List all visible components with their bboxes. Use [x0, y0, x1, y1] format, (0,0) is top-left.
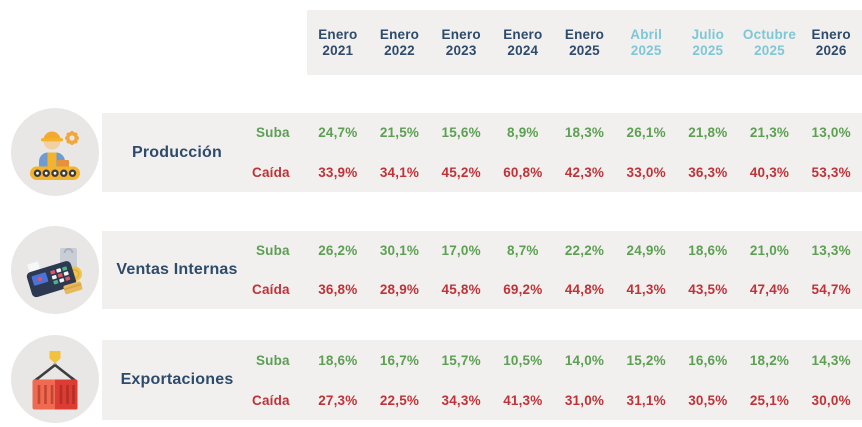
column-header-enero-2025: Enero 2025 — [564, 26, 605, 58]
value-cell-down: 30,5% — [688, 392, 728, 408]
value-cell-down: 33,0% — [626, 164, 666, 180]
row-labels: Suba Caída — [252, 340, 307, 420]
value-cell-down: 27,3% — [318, 392, 358, 408]
value-cell-up: 30,1% — [379, 243, 420, 258]
value-cell-up: 10,5% — [503, 352, 543, 368]
value-cell-down: 60,8% — [503, 164, 543, 180]
suba-label: Suba — [255, 125, 290, 141]
caida-label: Caída — [252, 282, 290, 297]
column-header-enero-2022: Enero 2022 — [379, 26, 420, 58]
value-cell-up: 8,9% — [507, 125, 539, 141]
value-cell-down: 43,5% — [688, 282, 728, 297]
section-panel: Producción Suba Caída 24,7% 21,5% 15,6% 8,9… — [102, 113, 862, 192]
value-cell-up: 15,7% — [441, 352, 481, 368]
section-produccion: Producción Suba Caída 24,7% 21,5% 15,6% 8,9… — [0, 108, 862, 196]
value-cell-down: 36,8% — [318, 282, 358, 297]
value-cell-up: 8,7% — [507, 243, 539, 258]
value-cell-up: 22,2% — [564, 243, 605, 258]
row-labels: Suba Caída — [252, 113, 307, 192]
value-cell-up: 18,3% — [564, 125, 605, 141]
column-header-abril-2025: Abril 2025 — [630, 26, 663, 58]
caida-label: Caída — [252, 392, 290, 408]
value-cell-down: 34,3% — [441, 392, 481, 408]
value-cell-up: 16,7% — [379, 352, 420, 368]
value-cell-down: 41,3% — [503, 392, 543, 408]
value-cell-down: 41,3% — [626, 282, 666, 297]
value-cell-down: 42,3% — [564, 164, 605, 180]
value-cell-up: 13,3% — [811, 243, 851, 258]
value-cell-down: 22,5% — [379, 392, 420, 408]
value-cell-down: 47,4% — [749, 282, 790, 297]
section-label: Ventas Internas — [116, 261, 238, 278]
value-cell-down: 31,0% — [564, 392, 605, 408]
value-cell-up: 18,2% — [749, 352, 790, 368]
value-cell-up: 26,2% — [318, 243, 358, 258]
value-cell-down: 33,9% — [318, 164, 358, 180]
value-cell-down: 45,2% — [441, 164, 481, 180]
column-header-enero-2026: Enero 2026 — [811, 26, 851, 58]
value-cell-up: 13,0% — [811, 125, 851, 141]
value-cell-up: 26,1% — [626, 125, 666, 141]
value-cell-down: 25,1% — [749, 392, 790, 408]
factory-worker-icon — [10, 107, 100, 197]
section-exportaciones: Exportaciones Suba Caída 18,6% 16,7% 15,7%… — [0, 335, 862, 423]
value-grid: 24,7% 21,5% 15,6% 8,9% 18,3% 26,1% 21,8% 21,3% 1… — [307, 113, 862, 192]
value-cell-up: 18,6% — [688, 243, 728, 258]
section-ventas-internas: Ventas Internas Suba Caída 26,2% 30,1% 17,… — [0, 226, 862, 314]
value-cell-up: 21,8% — [688, 125, 728, 141]
value-grid: 18,6% 16,7% 15,7% 10,5% 14,0% 15,2% 16,6% 18,2%… — [307, 340, 862, 420]
value-cell-up: 21,5% — [379, 125, 420, 141]
row-labels: Suba Caída — [252, 231, 307, 309]
value-cell-down: 69,2% — [503, 282, 543, 297]
value-cell-up: 21,3% — [749, 125, 790, 141]
value-cell-up: 15,6% — [441, 125, 481, 141]
value-cell-down: 53,3% — [811, 164, 851, 180]
value-cell-up: 21,0% — [749, 243, 790, 258]
column-header-octubre-2025: Octubre 2025 — [742, 26, 797, 58]
value-cell-down: 28,9% — [379, 282, 420, 297]
pos-terminal-icon — [10, 225, 100, 315]
column-header-enero-2023: Enero 2023 — [441, 26, 481, 58]
value-cell-up: 24,7% — [318, 125, 358, 141]
shipping-container-icon — [10, 334, 100, 424]
value-cell-down: 54,7% — [811, 282, 851, 297]
value-cell-down: 36,3% — [688, 164, 728, 180]
value-cell-up: 14,0% — [564, 352, 605, 368]
column-header-enero-2021: Enero 2021 — [318, 26, 358, 58]
value-grid: 26,2% 30,1% 17,0% 8,7% 22,2% 24,9% 18,6% 21,0% 1… — [307, 231, 862, 309]
column-headers: Enero 2021 Enero 2022 Enero 2023 Enero 2024 Ener… — [307, 10, 862, 75]
section-panel: Ventas Internas Suba Caída 26,2% 30,1% 17,… — [102, 231, 862, 309]
value-cell-up: 18,6% — [318, 352, 358, 368]
value-cell-down: 31,1% — [626, 392, 666, 408]
column-header-enero-2024: Enero 2024 — [503, 26, 543, 58]
suba-label: Suba — [255, 243, 290, 258]
value-cell-down: 44,8% — [564, 282, 605, 297]
value-cell-down: 40,3% — [749, 164, 790, 180]
value-cell-up: 24,9% — [626, 243, 666, 258]
suba-label: Suba — [255, 352, 290, 368]
column-header-julio-2025: Julio 2025 — [691, 26, 725, 58]
value-cell-up: 16,6% — [688, 352, 728, 368]
value-cell-up: 17,0% — [441, 243, 481, 258]
section-panel: Exportaciones Suba Caída 18,6% 16,7% 15,7%… — [102, 340, 862, 420]
value-cell-up: 15,2% — [626, 352, 666, 368]
section-label: Exportaciones — [120, 371, 234, 388]
gear-icon — [65, 131, 79, 145]
caida-label: Caída — [252, 164, 290, 180]
value-cell-down: 45,8% — [441, 282, 481, 297]
section-label: Producción — [131, 143, 222, 161]
value-cell-up: 14,3% — [811, 352, 851, 368]
value-cell-down: 30,0% — [811, 392, 851, 408]
value-cell-down: 34,1% — [379, 164, 420, 180]
